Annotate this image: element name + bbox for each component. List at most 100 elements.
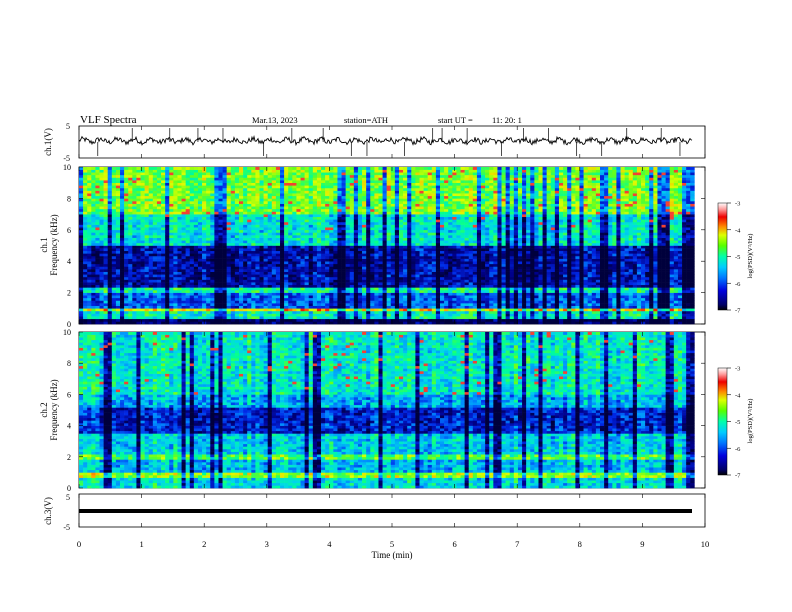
spectrogram-cell	[366, 300, 370, 303]
spectrogram-cell	[120, 306, 124, 309]
spectrogram-cell	[411, 183, 415, 186]
spectrogram-cell	[399, 308, 403, 311]
spectrogram-cell	[141, 274, 145, 277]
spectrogram-cell	[260, 266, 264, 269]
spectrogram-cell	[354, 259, 358, 262]
spectrogram-cell	[391, 204, 395, 207]
spectrogram-cell	[116, 293, 120, 296]
spectrogram-cell	[251, 261, 255, 264]
spectrogram-cell	[255, 285, 259, 288]
spectrogram-cell	[354, 227, 358, 230]
spectrogram-cell	[214, 287, 218, 290]
spectrogram-cell	[301, 274, 305, 277]
spectrogram-cell	[272, 308, 276, 311]
spectrogram-cell	[342, 238, 346, 241]
spectrogram-cell	[186, 225, 190, 228]
spectrogram-cell	[145, 214, 149, 217]
spectrogram-cell	[362, 314, 366, 317]
spectrogram-cell	[280, 188, 284, 191]
spectrogram-cell	[165, 217, 169, 220]
spectrogram-cell	[79, 311, 83, 314]
spectrogram-cell	[194, 295, 198, 298]
spectrogram-cell	[161, 238, 165, 241]
spectrogram-cell	[268, 209, 272, 212]
spectrogram-cell	[194, 185, 198, 188]
spectrogram-cell	[235, 293, 239, 296]
spectrogram-cell	[186, 293, 190, 296]
spectrogram-cell	[411, 188, 415, 191]
spectrogram-cell	[280, 251, 284, 254]
spectrogram-cell	[95, 235, 99, 238]
spectrogram-cell	[112, 180, 116, 183]
spectrogram-cell	[79, 253, 83, 256]
spectrogram-cell	[124, 246, 128, 249]
spectrogram-cell	[350, 191, 354, 194]
spectrogram-cell	[378, 219, 382, 222]
spectrogram-cell	[309, 272, 313, 275]
spectrogram-cell	[145, 256, 149, 259]
spectrogram-cell	[387, 198, 391, 201]
spectrogram-cell	[149, 201, 153, 204]
spectrogram-cell	[182, 287, 186, 290]
spectrogram-cell	[173, 316, 177, 319]
spectrogram-cell	[354, 209, 358, 212]
spectrogram-cell	[362, 230, 366, 233]
spectrogram-cell	[83, 264, 87, 267]
spectrogram-cell	[194, 298, 198, 301]
spectrogram-cell	[223, 319, 227, 322]
spectrogram-cell	[153, 274, 157, 277]
spectrogram-cell	[264, 196, 268, 199]
spectrogram-cell	[206, 282, 210, 285]
spectrogram-cell	[149, 314, 153, 317]
spectrogram-cell	[358, 282, 362, 285]
spectrogram-cell	[346, 211, 350, 214]
spectrogram-cell	[177, 219, 181, 222]
spectrogram-cell	[95, 290, 99, 293]
spectrogram-cell	[305, 214, 309, 217]
spectrogram-cell	[124, 177, 128, 180]
spectrogram-cell	[227, 235, 231, 238]
spectrogram-cell	[342, 266, 346, 269]
spectrogram-cell	[301, 227, 305, 230]
spectrogram-cell	[370, 321, 374, 324]
spectrogram-cell	[141, 175, 145, 178]
spectrogram-cell	[223, 172, 227, 175]
spectrogram-cell	[132, 253, 136, 256]
spectrogram-cell	[243, 238, 247, 241]
spectrogram-cell	[395, 198, 399, 201]
spectrogram-cell	[309, 274, 313, 277]
spectrogram-cell	[182, 298, 186, 301]
spectrogram-cell	[305, 293, 309, 296]
spectrogram-cell	[342, 206, 346, 209]
spectrogram-cell	[305, 319, 309, 322]
spectrogram-cell	[243, 167, 247, 170]
spectrogram-cell	[354, 311, 358, 314]
spectrogram-cell	[202, 277, 206, 280]
spectrogram-cell	[177, 277, 181, 280]
spectrogram-cell	[247, 196, 251, 199]
spectrogram-cell	[91, 191, 95, 194]
spectrogram-cell	[194, 209, 198, 212]
spectrogram-cell	[243, 321, 247, 324]
spectrogram-cell	[296, 243, 300, 246]
spectrogram-cell	[145, 185, 149, 188]
spectrogram-cell	[358, 251, 362, 254]
spectrogram-cell	[149, 306, 153, 309]
spectrogram-cell	[153, 243, 157, 246]
spectrogram-cell	[288, 311, 292, 314]
spectrogram-cell	[149, 193, 153, 196]
spectrogram-cell	[120, 272, 124, 275]
spectrogram-cell	[407, 259, 411, 262]
spectrogram-cell	[272, 251, 276, 254]
spectrogram-cell	[350, 282, 354, 285]
spectrogram-cell	[378, 183, 382, 186]
spectrogram-cell	[214, 264, 218, 267]
spectrogram-cell	[165, 222, 169, 225]
spectrogram-cell	[87, 285, 91, 288]
spectrogram-cell	[112, 293, 116, 296]
spectrogram-cell	[329, 246, 333, 249]
spectrogram-cell	[333, 266, 337, 269]
spectrogram-cell	[337, 293, 341, 296]
spectrogram-cell	[276, 180, 280, 183]
spectrogram-cell	[313, 272, 317, 275]
